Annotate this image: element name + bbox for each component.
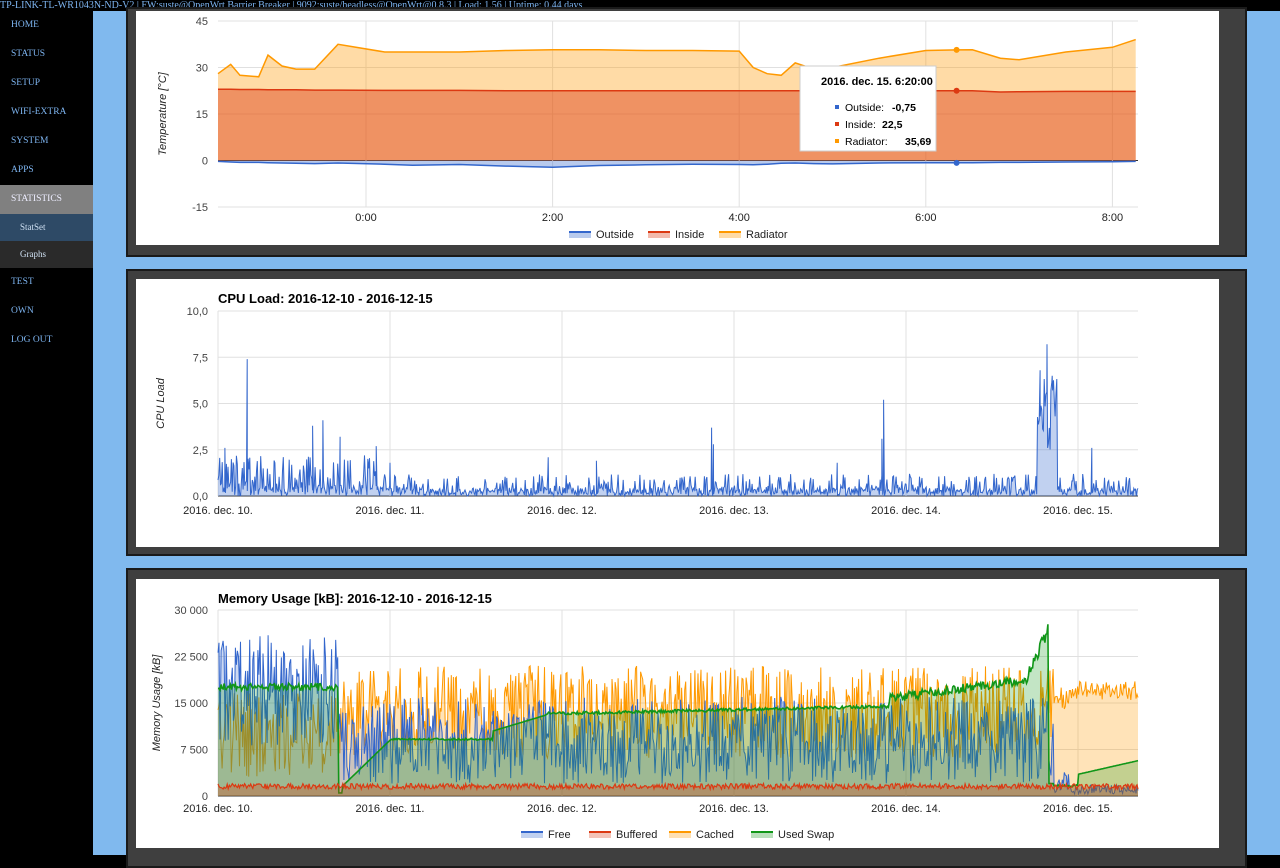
x-tick-label: 2016. dec. 13. xyxy=(699,803,769,815)
cpu-load-chart[interactable]: CPU Load: 2016-12-10 - 2016-12-15 10,0 7,5… xyxy=(136,279,1219,547)
status-header: TP-LINK-TL-WR1043N-ND-V2 | FW:suste@Open… xyxy=(0,0,1280,11)
x-tick-label: 2016. dec. 15. xyxy=(1043,803,1113,815)
y-tick-label: 0 xyxy=(202,156,208,168)
hover-point-radiator xyxy=(953,46,960,53)
y-tick-label: 15 000 xyxy=(174,698,208,710)
y-tick-label: 7 500 xyxy=(180,745,208,757)
hover-point-outside xyxy=(953,159,960,166)
y-tick-label: 5,0 xyxy=(193,399,208,411)
legend-swatch xyxy=(521,832,543,838)
nav-graphs[interactable]: Graphs xyxy=(0,241,93,268)
legend-label: Buffered xyxy=(616,829,657,841)
memory-usage-chart[interactable]: Memory Usage [kB]: 2016-12-10 - 2016-12-… xyxy=(136,579,1219,848)
x-tick-label: 2016. dec. 14. xyxy=(871,505,941,517)
free-line xyxy=(217,635,1139,796)
legend-swatch xyxy=(589,832,611,838)
tooltip-label: Outside: xyxy=(845,102,884,114)
series-line-outside xyxy=(217,160,1136,169)
y-tick-label: -15 xyxy=(192,202,208,214)
series-line-radiator xyxy=(217,38,1136,78)
chart-title: Memory Usage [kB]: 2016-12-10 - 2016-12-… xyxy=(218,591,492,606)
tooltip-box xyxy=(799,65,937,152)
nav-status[interactable]: STATUS xyxy=(11,49,46,59)
nav-home[interactable]: HOME xyxy=(11,20,39,30)
buffered-line xyxy=(217,781,1139,792)
chart-title: CPU Load: 2016-12-10 - 2016-12-15 xyxy=(218,291,433,306)
y-tick-label: 0,0 xyxy=(193,491,208,503)
y-tick-label: 30 000 xyxy=(174,605,208,617)
temperature-panel: 45 30 15 0 -15 0:00 2:00 4:00 6:00 8:00 Temperatur… xyxy=(126,7,1247,257)
legend-label: Used Swap xyxy=(778,829,834,841)
nav-statistics[interactable]: STATISTICS xyxy=(0,185,93,214)
cpu-panel: CPU Load: 2016-12-10 - 2016-12-15 10,0 7,5… xyxy=(126,269,1247,556)
nav-apps[interactable]: APPS xyxy=(11,165,34,175)
y-tick-label: 7,5 xyxy=(193,352,208,364)
y-tick-label: 0 xyxy=(202,791,208,803)
y-tick-label: 45 xyxy=(196,16,208,28)
nav-own[interactable]: OWN xyxy=(11,306,34,316)
legend-label: Cached xyxy=(696,829,734,841)
legend-swatch xyxy=(719,232,741,238)
x-tick-label: 2016. dec. 10. xyxy=(183,803,253,815)
legend-label: Radiator xyxy=(746,229,788,241)
tooltip-title: 2016. dec. 15. 6:20:00 xyxy=(821,76,933,88)
y-axis-label: Memory Usage [kB] xyxy=(151,654,163,752)
used-swap-line xyxy=(217,624,1139,794)
tooltip-swatch xyxy=(835,139,839,143)
legend-label: Outside xyxy=(596,229,634,241)
y-tick-label: 10,0 xyxy=(187,306,208,318)
x-tick-label: 2016. dec. 15. xyxy=(1043,505,1113,517)
x-tick-label: 2016. dec. 12. xyxy=(527,505,597,517)
y-tick-label: 30 xyxy=(196,63,208,75)
tooltip-label: Radiator: xyxy=(845,136,888,148)
x-tick-label: 2016. dec. 13. xyxy=(699,505,769,517)
tooltip-value: 22,5 xyxy=(882,119,903,131)
series-area-inside xyxy=(218,89,1136,161)
tooltip-value: 35,69 xyxy=(905,136,931,148)
legend-label: Free xyxy=(548,829,571,841)
legend-swatch xyxy=(648,232,670,238)
legend-swatch xyxy=(569,232,591,238)
tooltip-value: -0,75 xyxy=(892,102,916,114)
y-axis-label: CPU Load xyxy=(155,377,167,429)
memory-panel: Memory Usage [kB]: 2016-12-10 - 2016-12-… xyxy=(126,568,1247,868)
y-tick-label: 2,5 xyxy=(193,445,208,457)
nav-wifi-extra[interactable]: WIFI-EXTRA xyxy=(11,107,67,117)
x-tick-label: 2016. dec. 11. xyxy=(356,505,425,517)
legend-swatch xyxy=(751,832,773,838)
nav-log-out[interactable]: LOG OUT xyxy=(11,335,53,345)
main-content: 45 30 15 0 -15 0:00 2:00 4:00 6:00 8:00 Temperatur… xyxy=(93,7,1280,868)
y-tick-label: 15 xyxy=(196,109,208,121)
tooltip-swatch xyxy=(835,122,839,126)
hover-point-inside xyxy=(953,87,960,94)
tooltip-swatch xyxy=(835,105,839,109)
series-line-inside xyxy=(218,88,1136,93)
x-tick-label: 0:00 xyxy=(355,212,376,224)
cpu-line xyxy=(217,344,1139,498)
x-tick-label: 8:00 xyxy=(1102,212,1123,224)
free-area xyxy=(218,635,1138,796)
nav-setup[interactable]: SETUP xyxy=(11,78,41,88)
cpu-area xyxy=(218,344,1138,496)
tooltip-label: Inside: xyxy=(845,119,876,131)
x-tick-label: 2016. dec. 14. xyxy=(871,803,941,815)
legend-swatch xyxy=(669,832,691,838)
x-tick-label: 2016. dec. 11. xyxy=(356,803,425,815)
y-axis-label: Temperature [°C] xyxy=(157,71,169,155)
sidebar: HOME STATUS SETUP WIFI-EXTRA SYSTEM APPS… xyxy=(0,11,93,855)
y-tick-label: 22 500 xyxy=(174,652,208,664)
nav-system[interactable]: SYSTEM xyxy=(11,136,49,146)
legend-label: Inside xyxy=(675,229,704,241)
x-tick-label: 4:00 xyxy=(728,212,749,224)
nav-statset[interactable]: StatSet xyxy=(0,214,93,241)
x-tick-label: 2016. dec. 12. xyxy=(527,803,597,815)
x-tick-label: 2016. dec. 10. xyxy=(183,505,253,517)
nav-test[interactable]: TEST xyxy=(11,277,34,287)
x-tick-label: 2:00 xyxy=(542,212,563,224)
x-tick-label: 6:00 xyxy=(915,212,936,224)
temperature-chart[interactable]: 45 30 15 0 -15 0:00 2:00 4:00 6:00 8:00 Temperatur… xyxy=(136,11,1219,245)
